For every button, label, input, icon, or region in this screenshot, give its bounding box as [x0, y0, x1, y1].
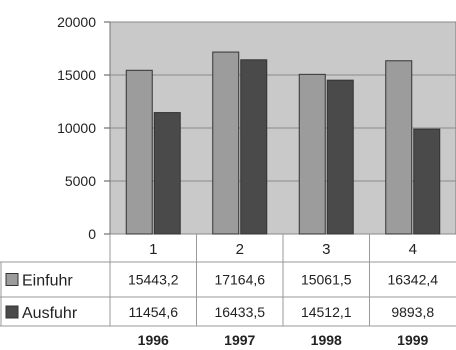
year-labels: 1996 1997 1998 1999	[138, 332, 429, 348]
category-label: 4	[409, 241, 417, 258]
y-tick-label: 10000	[57, 120, 96, 136]
data-label: 9893,8	[391, 304, 434, 320]
year-label: 1999	[397, 332, 428, 348]
y-tick-label: 5000	[65, 173, 96, 189]
year-label: 1997	[224, 332, 255, 348]
bar-ausfuhr-1	[153, 112, 181, 235]
bar-einfuhr-3	[298, 73, 326, 235]
bar-ausfuhr-3	[326, 79, 354, 235]
data-label: 11454,6	[128, 304, 178, 320]
legend-label: Ausfuhr	[22, 305, 78, 322]
bars	[125, 51, 441, 235]
legend-label: Einfuhr	[22, 273, 73, 290]
year-label: 1998	[311, 332, 342, 348]
bar-ausfuhr-2	[240, 59, 268, 235]
year-label: 1996	[138, 332, 169, 348]
y-axis-ticks: 0 5000 10000 15000 20000	[57, 14, 96, 242]
data-label: 15443,2	[128, 272, 179, 288]
category-label: 2	[236, 241, 244, 258]
bar-ausfuhr-4	[413, 128, 441, 235]
category-label: 1	[149, 241, 157, 258]
data-label: 16342,4	[387, 272, 438, 288]
bar-einfuhr-2	[212, 51, 240, 235]
data-table: 1 2 3 4 Einfuhr 15443,2 17164,6 15061,5 16342,4 A…	[0, 234, 456, 327]
data-label: 14512,1	[301, 304, 352, 320]
data-label: 15061,5	[301, 272, 352, 288]
y-tick-label: 15000	[57, 67, 96, 83]
data-label: 16433,5	[214, 304, 265, 320]
y-tick-label: 20000	[57, 14, 96, 30]
data-label: 17164,6	[214, 272, 265, 288]
bar-einfuhr-4	[385, 60, 413, 235]
legend-swatch-einfuhr	[5, 273, 19, 286]
bar-einfuhr-1	[125, 69, 153, 235]
category-label: 3	[322, 241, 330, 258]
legend-swatch-ausfuhr	[5, 305, 19, 319]
y-tick-label: 0	[88, 226, 96, 242]
